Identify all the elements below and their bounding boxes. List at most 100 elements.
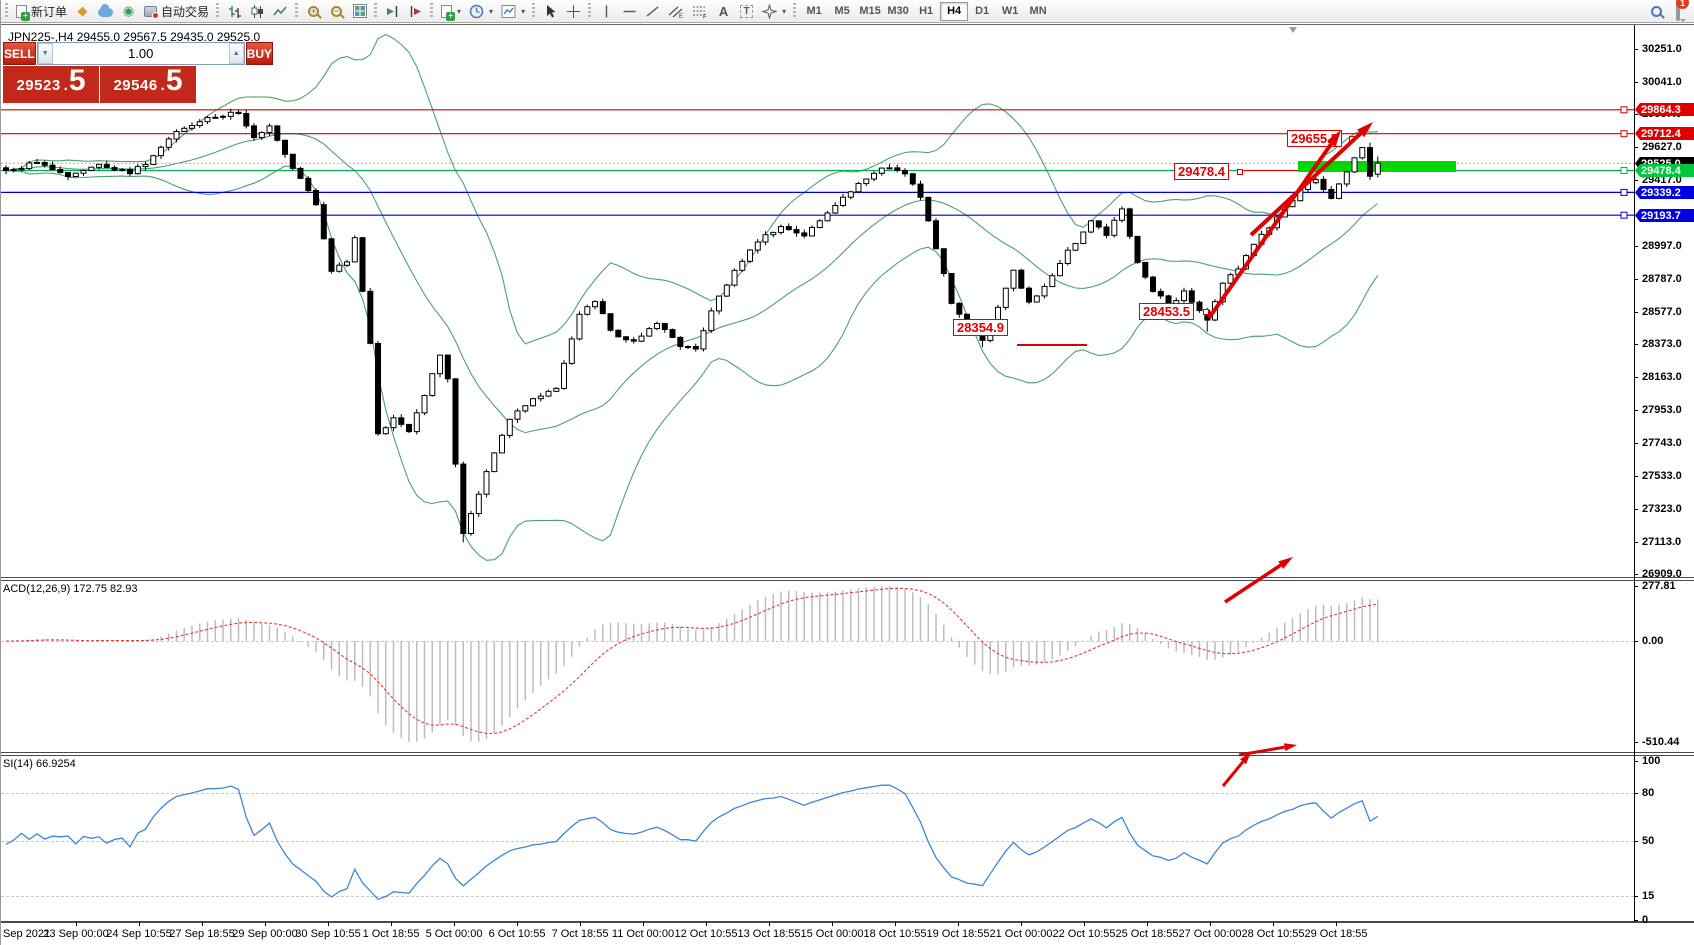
templates-button[interactable]: ▾ <box>497 1 529 21</box>
text-button[interactable]: A <box>712 1 735 21</box>
fibonacci-button[interactable]: F <box>688 1 712 21</box>
annotation-anchor[interactable] <box>1237 169 1243 175</box>
pane-splitter-rsi[interactable] <box>1 752 1694 753</box>
line-chart-button[interactable] <box>269 1 292 21</box>
time-label: 29 Oct 18:55 <box>1304 928 1368 940</box>
price-annotation-28453.5[interactable]: 28453.5 <box>1139 303 1194 320</box>
annotation-anchor[interactable] <box>1349 136 1355 142</box>
cursor-button[interactable] <box>539 1 562 21</box>
time-tick-mark <box>1273 922 1274 926</box>
price-tick-mark <box>1634 246 1638 247</box>
sell-price[interactable]: 29523. 5 <box>3 66 99 103</box>
timeframe-w1[interactable]: W1 <box>1001 5 1019 17</box>
annotation-anchor[interactable] <box>1203 309 1209 315</box>
signal-icon: ◉ <box>122 3 135 18</box>
timeframe-m5[interactable]: M5 <box>834 5 850 17</box>
buy-price[interactable]: 29546. 5 <box>100 66 196 103</box>
sell-price-dot: . <box>63 77 68 94</box>
macd-tick-mark <box>1634 641 1638 642</box>
toolbar-grip[interactable] <box>793 3 797 19</box>
chat-icon <box>1676 0 1680 21</box>
zoom-in-button[interactable]: + <box>302 1 325 21</box>
pane-splitter-macd[interactable] <box>1 577 1694 578</box>
price-label-29339.2: 29339.2 <box>1635 186 1694 199</box>
line-handle[interactable] <box>1620 211 1628 219</box>
chart-shift-marker-icon[interactable] <box>1289 27 1297 33</box>
chart-shift-button[interactable] <box>404 1 427 21</box>
price-annotation-29478.4[interactable]: 29478.4 <box>1174 163 1229 180</box>
crosshair-button[interactable] <box>562 1 585 21</box>
volume-input[interactable] <box>52 43 229 64</box>
price-annotation-29655.5[interactable]: 29655.5 <box>1287 130 1342 147</box>
price-tick-mark <box>1634 509 1638 510</box>
time-tick-mark <box>202 922 203 926</box>
chevron-down-icon[interactable]: ▾ <box>782 6 787 16</box>
bar-chart-button[interactable] <box>223 1 246 21</box>
toolbar-grip[interactable] <box>588 3 592 19</box>
toolbar-grip[interactable] <box>216 3 220 19</box>
label-button[interactable]: T <box>735 1 758 21</box>
trendline-button[interactable] <box>641 1 664 21</box>
timeframe-d1[interactable]: D1 <box>975 5 990 17</box>
line-handle[interactable] <box>1620 106 1628 114</box>
periods-button[interactable]: ▾ <box>465 1 497 21</box>
tile-windows-button[interactable] <box>348 1 371 21</box>
main-toolbar: + 新订单 ◆ ◉ 自动交易 + − + ▾ ▾ ▾ E F A T ▾ M1 M5 M15 M30 H1 H4 D1 W1 M… <box>1 0 1694 23</box>
community-button[interactable] <box>94 1 117 21</box>
rsi-tick: 80 <box>1642 787 1655 799</box>
toolbar-grip[interactable] <box>295 3 299 19</box>
autotrade-button[interactable]: 自动交易 <box>140 1 213 21</box>
bollinger-upper <box>5 33 1378 345</box>
chevron-down-icon[interactable]: ▾ <box>457 6 462 16</box>
zoom-out-button[interactable]: − <box>325 1 348 21</box>
channel-button[interactable]: E <box>664 1 688 21</box>
main-chart-pane[interactable] <box>1 25 1634 577</box>
new-order-button[interactable]: + 新订单 <box>12 1 71 21</box>
timeframe-mn[interactable]: MN <box>1029 5 1047 17</box>
toolbar-right: 1 <box>1651 0 1694 21</box>
sell-button[interactable]: SELL <box>3 42 36 65</box>
chat-button[interactable]: 1 <box>1676 0 1689 21</box>
quotes-button[interactable]: ◆ <box>71 1 94 21</box>
timeframe-m1[interactable]: M1 <box>806 5 822 17</box>
autoscroll-button[interactable] <box>381 1 404 21</box>
line-handle[interactable] <box>1620 188 1628 196</box>
time-label: 21 Oct 00:00 <box>989 928 1053 940</box>
candlestick-chart-button[interactable] <box>246 1 269 21</box>
indicators-button[interactable]: + ▾ <box>437 1 465 21</box>
timeframe-m15[interactable]: M15 <box>859 5 881 17</box>
price-tick-mark <box>1634 82 1638 83</box>
volume-down-button[interactable]: ▼ <box>37 43 53 64</box>
time-label: 29 Sep 00:00 <box>232 928 298 940</box>
hline-button[interactable] <box>618 1 641 21</box>
time-tick-mark <box>517 922 518 926</box>
search-icon[interactable] <box>1651 5 1662 17</box>
price-tick-mark <box>1634 147 1638 148</box>
timeframe-h1[interactable]: H1 <box>919 5 934 17</box>
toolbar-grip[interactable] <box>532 3 536 19</box>
vline-button[interactable] <box>595 1 618 21</box>
time-tick-mark <box>769 922 770 926</box>
toolbar-grip[interactable] <box>430 3 434 19</box>
line-handle[interactable] <box>1620 167 1628 174</box>
chevron-down-icon[interactable]: ▾ <box>521 6 526 16</box>
rsi-pane[interactable] <box>1 756 1634 921</box>
signals-button[interactable]: ◉ <box>117 1 140 21</box>
timeframe-h4[interactable]: H4 <box>940 1 969 21</box>
macd-pane[interactable] <box>1 582 1634 751</box>
line-handle[interactable] <box>1620 130 1628 138</box>
toolbar-grip[interactable] <box>5 3 8 19</box>
timeframe-m30[interactable]: M30 <box>887 5 909 17</box>
price-tick: 28373.0 <box>1642 338 1682 350</box>
shapes-button[interactable]: ▾ <box>758 1 790 21</box>
toolbar-grip[interactable] <box>374 3 378 19</box>
chevron-down-icon[interactable]: ▾ <box>489 6 494 16</box>
volume-up-button[interactable]: ▲ <box>228 43 244 64</box>
templates-icon <box>501 4 516 19</box>
buy-button[interactable]: BUY <box>245 42 274 65</box>
time-tick-mark <box>643 922 644 926</box>
price-tick-mark <box>1634 312 1638 313</box>
price-annotation-28354.9[interactable]: 28354.9 <box>953 319 1008 336</box>
macd-label: ACD(12,26,9) 172.75 82.93 <box>3 583 138 595</box>
line-chart-icon <box>273 4 288 19</box>
